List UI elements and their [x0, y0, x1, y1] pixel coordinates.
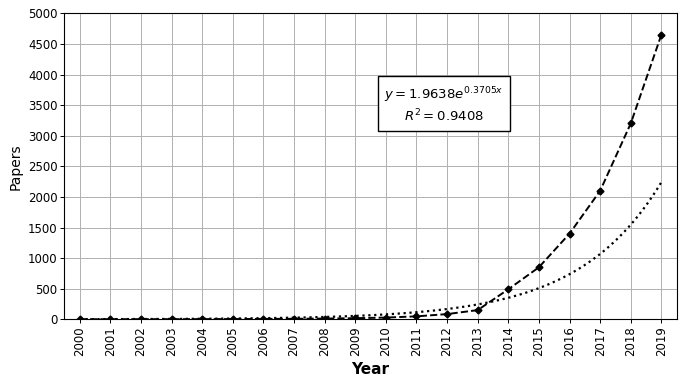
- Text: $y = 1.9638e^{0.3705x}$
$R^2 = 0.9408$: $y = 1.9638e^{0.3705x}$ $R^2 = 0.9408$: [384, 85, 503, 125]
- Y-axis label: Papers: Papers: [8, 143, 23, 190]
- X-axis label: Year: Year: [351, 362, 390, 377]
